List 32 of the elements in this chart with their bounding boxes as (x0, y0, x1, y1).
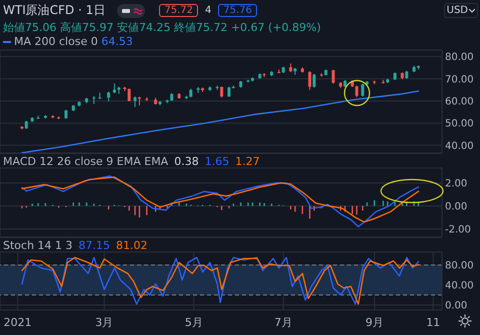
text: 75.72 (159, 4, 198, 17)
x-tick-label: 11 (426, 316, 440, 329)
chart-title: Stoch 14 1 3 (3, 239, 73, 252)
y-tick-label: 0.00 (445, 202, 468, 212)
legend-label: MA 200 close 0 (14, 35, 98, 48)
text: 64.53 (101, 35, 133, 48)
y-tick-label: 80.00 (445, 260, 474, 272)
y-tick-label: 2.00 (445, 178, 468, 190)
annotation: 81.02 (116, 239, 148, 252)
text: 75.76 (218, 4, 257, 17)
y-tick-label: 0.00 (445, 300, 468, 312)
text: 4 (204, 5, 212, 16)
chart-subtitle: 始値75.06 高値75.97 安値74.25 終値75.72 +0.67 (+0.89%) (3, 20, 321, 35)
y-tick-label: -2.00 (445, 224, 471, 236)
y-tick-label: 40.00 (445, 280, 474, 292)
x-tick-label: 3月 (95, 316, 114, 329)
x-tick-label: 9月 (365, 316, 384, 329)
x-tick-label: 2021 (4, 316, 32, 329)
y-tick-label: 40.00 (445, 140, 474, 152)
text: USD (446, 5, 468, 16)
y-tick-label: 50.00 (445, 118, 474, 130)
x-tick-label: 5月 (184, 316, 203, 329)
x-tick-label: 7月 (274, 316, 292, 329)
chart-title: WTI原油CFD · 1日 (3, 2, 106, 19)
y-tick-label: 60.00 (445, 96, 474, 108)
annotation: 1.65 (204, 155, 230, 168)
annotation: 87.15 (78, 239, 110, 252)
annotation: 0.38 (174, 155, 199, 168)
annotation: 1.27 (235, 155, 260, 168)
y-tick-label: 80.00 (445, 52, 474, 64)
y-tick-label: 70.00 (445, 74, 474, 86)
chart-title: MACD 12 26 close 9 EMA EMA (3, 155, 168, 168)
